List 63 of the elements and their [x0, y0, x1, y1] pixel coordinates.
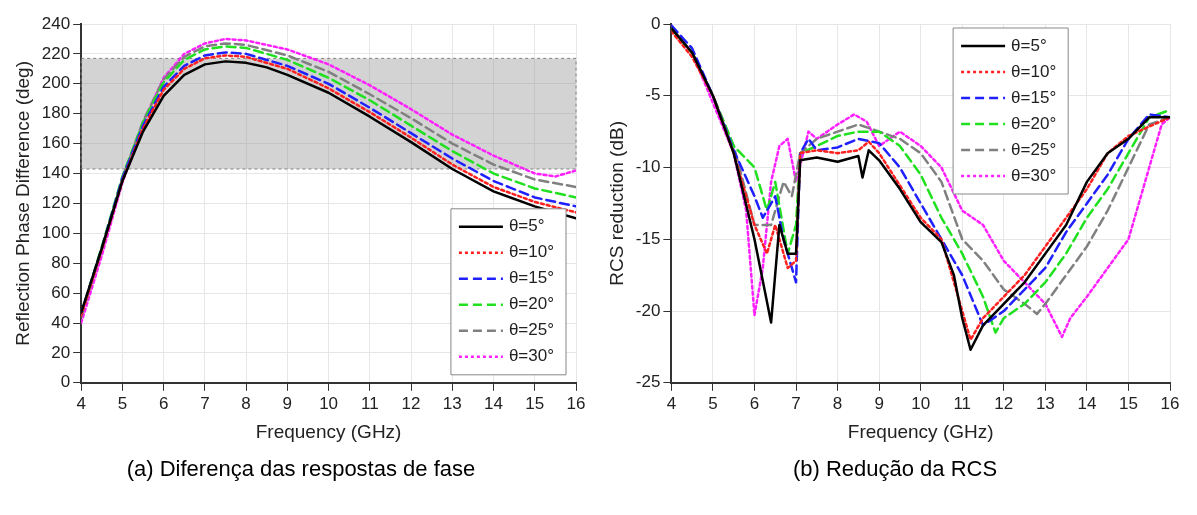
legend-label: θ=5° [508, 216, 545, 236]
x-tick-label: 12 [994, 393, 1014, 413]
x-tick-label: 7 [200, 393, 210, 413]
legend-label: θ=30° [508, 346, 554, 366]
x-tick-label: 12 [401, 393, 421, 413]
y-tick-label: 0 [650, 13, 661, 33]
x-tick-label: 16 [1160, 393, 1180, 413]
legend-label: θ=10° [1011, 61, 1057, 81]
legend-label: θ=20° [1011, 113, 1057, 133]
x-tick-label: 11 [953, 393, 972, 413]
x-tick-label: 9 [282, 393, 293, 413]
x-tick-label: 14 [484, 393, 503, 413]
y-tick-label: -25 [635, 372, 661, 392]
x-tick-label: 10 [911, 393, 931, 413]
x-tick-label: 14 [1077, 393, 1097, 413]
text: (a) Diferença das respostas de fase [126, 456, 476, 482]
y-tick-label: -5 [645, 85, 661, 105]
x-tick-label: 6 [749, 393, 760, 413]
y-tick-label: 60 [51, 282, 71, 302]
x-tick-label: 15 [525, 393, 545, 413]
x-axis-title: Frequency (GHz) [847, 420, 994, 442]
x-tick-label: 10 [319, 393, 339, 413]
x-tick-label: 13 [442, 393, 462, 413]
x-tick-label: 15 [1118, 393, 1138, 413]
y-tick-label: 100 [41, 222, 71, 242]
legend-label: θ=15° [508, 268, 554, 288]
y-tick-label: -15 [635, 228, 661, 248]
x-tick-label: 11 [360, 393, 379, 413]
y-tick-label: 220 [41, 43, 71, 63]
x-tick-label: 9 [874, 393, 884, 413]
x-tick-label: 16 [566, 393, 586, 413]
y-tick-label: -20 [635, 300, 661, 320]
text: (b) Redução da RCS [792, 456, 998, 482]
legend-label: θ=15° [1011, 87, 1057, 107]
legend-label: θ=20° [508, 294, 554, 314]
y-axis-title: Reflection Phase Difference (deg) [11, 60, 33, 346]
x-tick-label: 8 [241, 393, 251, 413]
legend-label: θ=25° [1011, 139, 1057, 159]
y-axis-title: RCS reduction (dB) [605, 121, 627, 286]
y-tick-label: 240 [41, 13, 71, 33]
y-tick-label: 40 [51, 312, 71, 332]
y-tick-label: 20 [51, 342, 71, 362]
y-tick-label: 160 [41, 133, 71, 153]
y-tick-label: 0 [60, 372, 71, 392]
x-tick-label: 5 [117, 393, 128, 413]
legend-label: θ=25° [508, 320, 554, 340]
y-tick-label: -10 [635, 157, 661, 177]
y-tick-label: 120 [41, 193, 71, 213]
x-tick-label: 4 [666, 393, 677, 413]
y-tick-label: 140 [41, 163, 71, 183]
x-tick-label: 7 [791, 393, 801, 413]
x-tick-label: 5 [708, 393, 718, 413]
y-tick-label: 180 [41, 103, 71, 123]
x-tick-label: 8 [832, 393, 843, 413]
x-axis-title: Frequency (GHz) [255, 420, 402, 442]
legend-label: θ=5° [1011, 35, 1047, 55]
legend-label: θ=30° [1011, 165, 1057, 185]
y-tick-label: 80 [51, 252, 71, 272]
x-tick-label: 13 [1035, 393, 1055, 413]
y-tick-label: 200 [41, 73, 71, 93]
x-tick-label: 4 [76, 393, 86, 413]
legend-label: θ=10° [508, 242, 554, 262]
x-tick-label: 6 [158, 393, 169, 413]
